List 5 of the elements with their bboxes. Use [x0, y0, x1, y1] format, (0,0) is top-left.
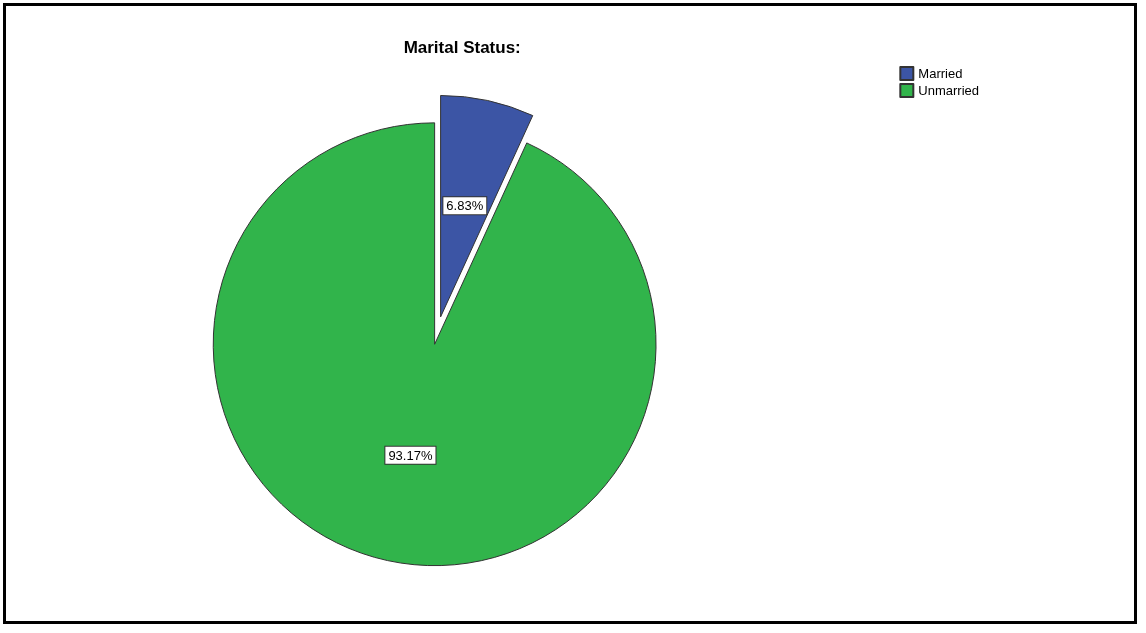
data-label: 6.83%: [446, 198, 484, 214]
data-label: 93.17%: [388, 447, 433, 463]
legend-label: Unmarried: [918, 83, 979, 98]
chart-title: Marital Status:: [403, 38, 521, 57]
legend-label: Married: [918, 66, 963, 81]
